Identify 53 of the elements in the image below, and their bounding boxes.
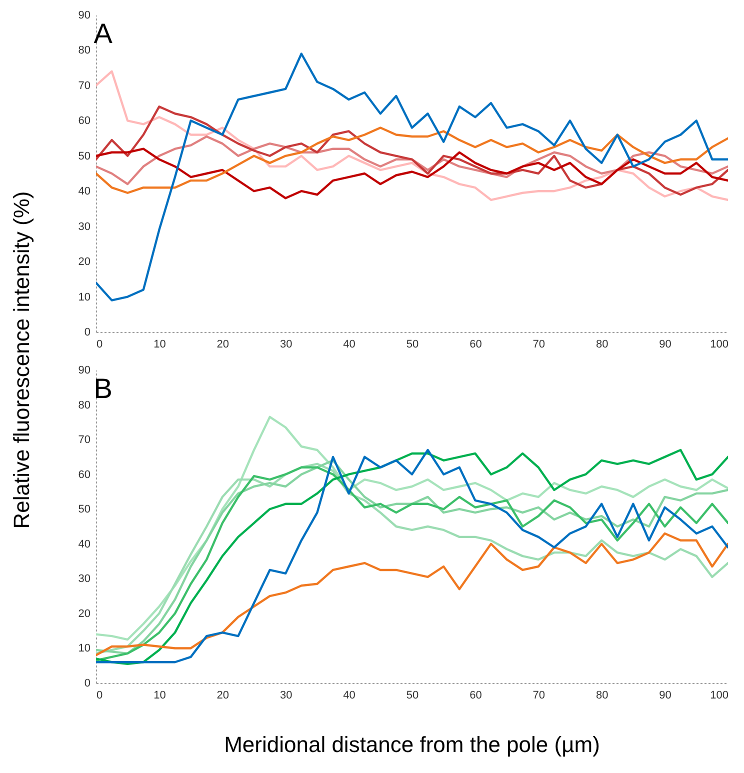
line-series	[96, 135, 728, 186]
x-tick-label: 10	[154, 690, 166, 702]
x-tick-label: 90	[659, 690, 672, 702]
y-tick-label: 80	[78, 44, 90, 57]
y-tick-label: 40	[78, 186, 90, 198]
y-tick-label: 20	[78, 256, 90, 268]
x-tick-label: 50	[406, 338, 419, 350]
x-tick-label: 10	[154, 338, 166, 350]
x-tick-label: 40	[343, 690, 356, 702]
x-tick-label: 60	[470, 338, 482, 350]
y-tick-label: 50	[78, 504, 90, 516]
y-tick-label: 30	[78, 573, 90, 586]
line-series	[96, 70, 728, 202]
x-tick-label: 20	[216, 338, 230, 350]
x-tick-label: 80	[596, 338, 608, 350]
y-tick-label: 90	[78, 10, 90, 22]
x-tick-label: 70	[532, 690, 546, 702]
y-tick-label: 80	[78, 399, 90, 412]
chart-title: A	[94, 18, 113, 49]
x-tick-label: 80	[596, 690, 608, 702]
x-tick-label: 50	[406, 690, 419, 702]
line-series	[96, 148, 728, 200]
y-tick-label: 70	[78, 434, 90, 446]
y-tick-label: 60	[78, 115, 90, 128]
x-tick-label: 20	[216, 690, 230, 702]
y-tick-label: 90	[78, 364, 90, 376]
x-tick-label: 100	[710, 690, 728, 702]
chart-title: B	[94, 373, 112, 404]
y-tick-label: 10	[78, 642, 90, 655]
line-series	[96, 105, 728, 196]
x-tick-label: 30	[280, 338, 292, 350]
x-tick-label: 40	[343, 338, 356, 350]
y-axis-title: Relative fluorescence intensity (%)	[9, 191, 35, 529]
x-tick-label: 0	[96, 338, 103, 350]
line-series	[96, 52, 728, 302]
x-tick-label: 70	[532, 338, 546, 350]
y-tick-label: 30	[78, 220, 90, 233]
x-tick-label: 30	[280, 690, 292, 702]
line-series	[96, 126, 728, 194]
y-tick-label: 70	[78, 80, 90, 92]
x-tick-label: 0	[96, 690, 103, 702]
y-tick-label: 40	[78, 538, 90, 550]
y-tick-label: 10	[78, 291, 90, 304]
y-tick-label: 50	[78, 150, 90, 162]
y-tick-label: 0	[84, 678, 90, 690]
y-tick-label: 60	[78, 468, 90, 481]
y-tick-label: 20	[78, 608, 90, 620]
x-tick-label: 60	[470, 690, 482, 702]
line-series	[96, 532, 728, 656]
x-axis-title: Meridional distance from the pole (µm)	[224, 732, 600, 758]
x-tick-label: 90	[659, 338, 672, 350]
x-tick-label: 100	[710, 338, 728, 350]
y-tick-label: 0	[84, 326, 90, 338]
